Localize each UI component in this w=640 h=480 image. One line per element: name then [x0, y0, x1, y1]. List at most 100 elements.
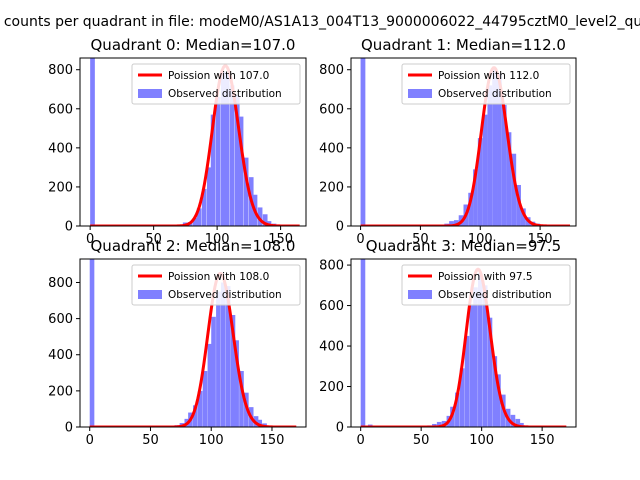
plot-area: [360, 58, 571, 226]
histogram-bar: [464, 335, 470, 427]
histogram-bar: [482, 285, 488, 427]
legend-observed-swatch: [138, 89, 162, 98]
axes-frame: [350, 258, 577, 428]
legend-poisson-label: Poission with 112.0: [438, 70, 539, 82]
x-tick-label: 100: [468, 232, 493, 247]
legend-observed-label: Observed distribution: [438, 289, 552, 301]
y-tick-label: 0: [336, 421, 344, 436]
legend-box: [401, 264, 571, 306]
legend: Poission with 108.0 Observed distribution: [131, 264, 301, 306]
histogram-bar: [196, 208, 202, 226]
x-tick-label: 50: [142, 433, 159, 448]
plot-area: [89, 259, 297, 427]
histogram-bar: [360, 259, 366, 427]
y-tick-label: 600: [48, 312, 73, 327]
histogram-bar: [243, 157, 249, 226]
histogram-bar: [516, 184, 521, 226]
legend-observed-label: Observed distribution: [168, 289, 282, 301]
y-tick-label: 800: [319, 259, 344, 274]
histogram-bar: [90, 58, 95, 226]
y-tick-label: 400: [48, 141, 73, 156]
histogram-bar: [238, 116, 244, 226]
axes-frame: [79, 258, 307, 428]
x-tick-label: 0: [357, 433, 365, 448]
histogram-bar: [478, 273, 483, 427]
histogram-bar: [492, 67, 498, 226]
legend-box: [131, 63, 301, 105]
legend-observed-swatch: [408, 290, 432, 299]
histogram-bar: [257, 419, 263, 427]
legend: Poission with 112.0 Observed distribution: [401, 63, 571, 105]
histogram-bar: [482, 114, 488, 226]
histogram-bar: [216, 291, 221, 427]
axes-frame: [350, 57, 577, 227]
poisson-curve: [89, 64, 300, 226]
histogram-bar: [257, 207, 263, 226]
panel-title: Quadrant 2: Median=108.0: [91, 237, 296, 255]
quadrant-3-plot: 0 50 100 150 0 200 400 600 800 Quadrant 3: Median…: [319, 237, 577, 448]
x-tick-label: 150: [528, 232, 553, 247]
y-tick-label: 0: [65, 421, 73, 436]
histogram-bar: [506, 132, 512, 226]
histogram-bar: [215, 97, 221, 226]
histogram-bar: [515, 418, 521, 427]
x-tick-label: 50: [413, 433, 430, 448]
x-tick-label: 50: [145, 232, 162, 247]
x-tick-label: 0: [356, 232, 364, 247]
y-tick-label: 400: [319, 340, 344, 355]
histogram-bar: [225, 286, 231, 427]
legend-observed-label: Observed distribution: [168, 88, 282, 100]
legend-poisson-label: Poission with 97.5: [438, 271, 533, 283]
histogram-bar: [220, 71, 226, 226]
histogram-bar: [230, 315, 236, 427]
panel-title: Quadrant 0: Median=107.0: [91, 36, 296, 54]
legend-observed-label: Observed distribution: [438, 88, 552, 100]
histogram-bar: [210, 114, 216, 226]
plot-area: [89, 58, 300, 226]
histogram-bar: [197, 390, 203, 427]
histogram-bar: [206, 167, 212, 226]
histogram-bar: [360, 58, 366, 226]
histogram-bar: [193, 405, 198, 427]
quadrant-1-plot: 0 50 100 150 0 200 400 600 800 Quadrant 1: Median…: [319, 36, 577, 247]
legend: Poission with 97.5 Observed distribution: [401, 264, 571, 306]
histogram-bar: [487, 317, 493, 427]
histogram-bar: [455, 392, 460, 427]
histogram-bar: [234, 95, 240, 226]
x-tick-label: 150: [268, 232, 293, 247]
histogram-bar: [449, 221, 454, 226]
legend-observed-swatch: [408, 89, 432, 98]
legend: Poission with 107.0 Observed distribution: [131, 63, 301, 105]
legend-box: [401, 63, 571, 105]
histogram-bar: [519, 422, 524, 427]
histogram-bar: [497, 73, 502, 226]
histogram-bar: [501, 104, 507, 226]
y-tick-label: 600: [319, 102, 344, 117]
y-tick-label: 0: [336, 220, 344, 235]
x-tick-label: 100: [199, 433, 224, 448]
histogram-bar: [520, 208, 526, 226]
histogram-bar: [224, 73, 230, 226]
histogram-bar: [229, 85, 235, 226]
y-tick-label: 800: [319, 63, 344, 78]
x-tick-label: 150: [260, 433, 285, 448]
y-tick-label: 200: [319, 180, 344, 195]
histogram-bar: [89, 259, 95, 427]
y-tick-label: 600: [319, 299, 344, 314]
histogram-bar: [473, 169, 478, 226]
histogram-bar: [496, 374, 501, 427]
histogram-bar: [436, 421, 442, 427]
histogram-bar: [220, 282, 226, 427]
histogram-bar: [207, 343, 213, 427]
quadrant-2-plot: 0 50 100 150 0 200 400 600 800 Quadrant 2: Median…: [48, 237, 307, 448]
x-tick-label: 0: [86, 433, 94, 448]
poisson-curve: [89, 271, 297, 427]
y-tick-label: 0: [65, 220, 73, 235]
legend-poisson-label: Poission with 107.0: [168, 70, 269, 82]
histogram-bar: [201, 188, 207, 226]
histogram-bar: [459, 368, 465, 427]
histogram-bar: [487, 85, 493, 226]
plot-area: [360, 259, 567, 427]
histogram-bar: [477, 138, 483, 226]
axes-frame: [79, 57, 307, 227]
